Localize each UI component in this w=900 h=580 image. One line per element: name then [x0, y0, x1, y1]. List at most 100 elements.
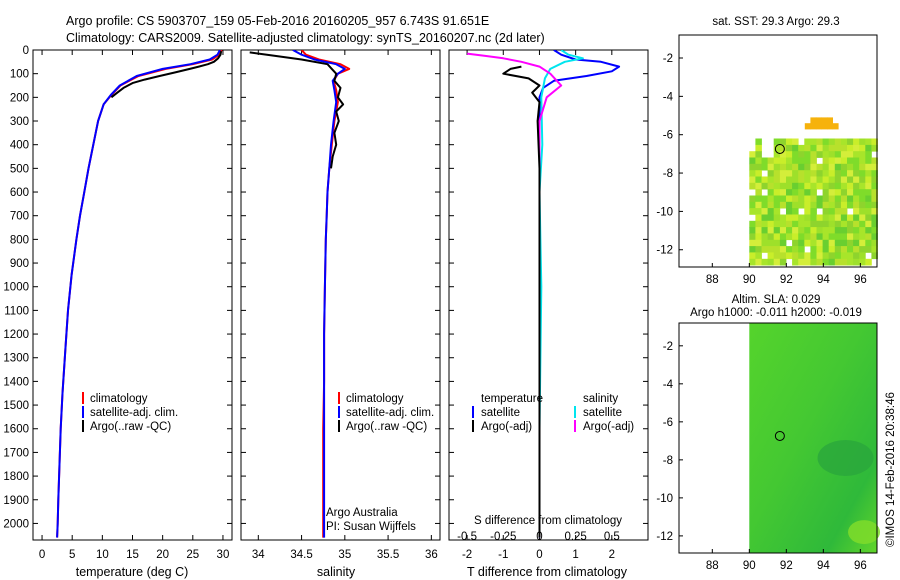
sst-cell: [859, 201, 866, 209]
y-tick-label: 600: [10, 187, 29, 199]
sst-cell: [749, 246, 756, 253]
sst-cell: [755, 182, 762, 190]
sst-cell: [871, 176, 878, 184]
x-tick-label: 34: [252, 549, 265, 561]
sst-cell: [840, 157, 848, 165]
map-y-tick-label: -8: [663, 168, 673, 180]
sst-cell: [840, 201, 848, 209]
sst-cell: [847, 195, 854, 203]
sst-cell: [865, 220, 872, 228]
sst-cell: [786, 252, 793, 260]
sst-cell: [804, 144, 811, 152]
sst-cell: [828, 227, 836, 234]
sst-cell: [786, 170, 793, 177]
sst-cell: [792, 208, 799, 215]
sst-cell: [749, 151, 756, 158]
sst-cell: [828, 258, 836, 266]
sst-cell: [816, 227, 823, 234]
sst-cell: [779, 214, 787, 222]
x-tick-label: 1: [572, 549, 578, 561]
sst-cell: [810, 189, 817, 196]
sst-cell: [865, 227, 872, 234]
sst-cell: [840, 163, 848, 171]
sst-cell: [810, 163, 817, 171]
sst-cell: [822, 157, 830, 165]
sst-cell: [847, 176, 854, 184]
sst-cell: [773, 227, 781, 234]
sst-cell: [871, 195, 878, 203]
difference-panel-frame: [448, 49, 649, 541]
sst-cell: [749, 227, 756, 234]
sst-cell: [853, 195, 860, 203]
sst-cell: [804, 258, 811, 266]
series-line-argo-raw-qc-: [249, 51, 345, 169]
sst-cell: [834, 144, 842, 152]
sst-cell: [798, 182, 805, 190]
series-line-t-argo-adj-: [502, 65, 541, 538]
sst-cell: [761, 239, 768, 247]
sst-cell: [767, 214, 775, 222]
sst-cell: [810, 144, 817, 152]
sst-cell: [810, 157, 817, 165]
sst-cell: [792, 201, 799, 209]
sst-cell: [847, 227, 854, 234]
sst-cell: [865, 176, 872, 184]
sst-cell: [773, 176, 781, 184]
sst-cell: [859, 138, 866, 146]
sst-cell: [810, 170, 817, 177]
salinity-panel-frame: [240, 49, 441, 541]
sst-cell: [810, 208, 817, 215]
sst-cell: [865, 201, 872, 209]
y-tick-label: 900: [10, 258, 29, 270]
sst-cell: [834, 195, 842, 203]
sst-cell: [834, 214, 842, 222]
sst-cell: [828, 220, 836, 228]
sst-cell: [847, 214, 854, 222]
sst-cell: [767, 182, 775, 190]
sst-cell: [804, 233, 811, 241]
sst-cell: [859, 176, 866, 184]
sst-cell: [767, 258, 775, 266]
sst-cell: [853, 246, 860, 253]
sst-cell: [779, 163, 787, 171]
sst-cell: [779, 220, 787, 228]
sst-cell: [859, 208, 866, 215]
sst-cell: [871, 182, 878, 190]
sst-cell: [792, 163, 799, 171]
sst-cell: [792, 176, 799, 184]
sst-cell: [840, 151, 848, 158]
y-tick-label: 1000: [3, 282, 29, 294]
sst-cell: [792, 214, 799, 222]
sst-cell: [865, 144, 872, 152]
sst-cell: [859, 151, 866, 158]
sst-cell: [853, 189, 860, 196]
map-x-tick-label: 94: [817, 560, 830, 572]
sst-cell: [859, 195, 866, 203]
sst-cell: [853, 176, 860, 184]
sst-cell: [847, 138, 854, 146]
sst-cell: [810, 252, 817, 260]
sst-cell: [834, 151, 842, 158]
legend-satellite: satellite-adj. clim.: [346, 407, 434, 419]
sst-cell: [815, 117, 822, 124]
sst-cell: [828, 201, 836, 209]
sst-cell: [786, 138, 793, 146]
sst-cell: [767, 189, 775, 196]
sst-cell: [828, 157, 836, 165]
sst-cell: [828, 246, 836, 253]
sst-cell: [822, 182, 830, 190]
sst-cell: [792, 252, 799, 260]
sst-cell: [761, 258, 768, 266]
legend-climatology: climatology: [346, 393, 404, 405]
sst-cell: [834, 233, 842, 241]
sst-cell: [773, 258, 781, 266]
sst-cell: [828, 189, 836, 196]
x-tick-label: 0: [536, 549, 542, 561]
sst-cell: [828, 182, 836, 190]
sst-cell: [840, 195, 848, 203]
legend-t-argo: Argo(-adj): [481, 421, 532, 433]
sst-cell: [840, 252, 848, 260]
sst-cell: [792, 258, 799, 266]
sst-cell: [828, 163, 836, 171]
y-tick-label: 2000: [3, 518, 29, 530]
